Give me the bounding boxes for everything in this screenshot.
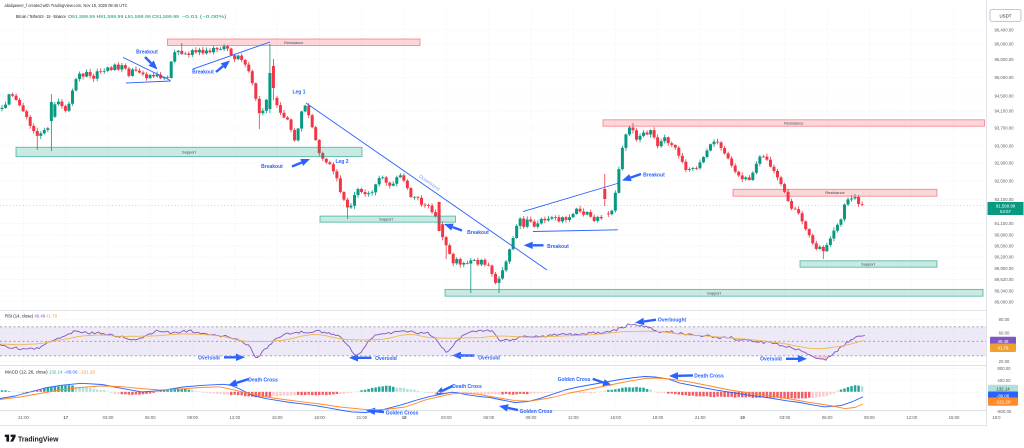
- svg-text:Death Cross: Death Cross: [694, 374, 724, 380]
- svg-text:18:00: 18:00: [314, 415, 325, 420]
- svg-text:19: 19: [740, 415, 745, 420]
- svg-text:91,100.00: 91,100.00: [994, 221, 1014, 226]
- svg-text:alialqaseer_f created with Tra: alialqaseer_f created with TradingView.c…: [5, 3, 128, 8]
- svg-text:90,200.00: 90,200.00: [994, 255, 1014, 260]
- svg-text:12:00: 12:00: [568, 415, 579, 420]
- svg-text:USDT: USDT: [1000, 13, 1012, 18]
- svg-text:Breakout: Breakout: [547, 244, 569, 250]
- svg-text:94,100.00: 94,100.00: [994, 109, 1014, 114]
- svg-text:21:00: 21:00: [695, 415, 706, 420]
- svg-text:15:00: 15:00: [949, 415, 960, 420]
- svg-text:94,500.00: 94,500.00: [994, 94, 1014, 99]
- svg-text:Golden Cross: Golden Cross: [386, 411, 419, 417]
- svg-text:O91,599.99 H91,599.99 L91,599.: O91,599.99 H91,599.99 L91,599.99 C91,599…: [68, 14, 180, 19]
- svg-text:Resistance: Resistance: [825, 190, 844, 195]
- svg-text:06:00: 06:00: [822, 415, 833, 420]
- svg-text:Oversold: Oversold: [198, 356, 220, 362]
- svg-text:92,500.00: 92,500.00: [994, 179, 1014, 184]
- svg-text:95,000.00: 95,000.00: [994, 75, 1014, 80]
- svg-text:91,599.99: 91,599.99: [996, 203, 1016, 208]
- svg-text:49.48: 49.48: [998, 339, 1010, 344]
- svg-text:15:00: 15:00: [272, 415, 283, 420]
- svg-text:TradingView: TradingView: [18, 434, 59, 443]
- svg-text:Golden Cross: Golden Cross: [558, 377, 591, 383]
- svg-text:21:00: 21:00: [18, 415, 29, 420]
- svg-text:Breakout: Breakout: [136, 50, 158, 56]
- svg-text:Death Cross: Death Cross: [452, 384, 482, 390]
- svg-text:17: 17: [63, 415, 68, 420]
- svg-text:Support: Support: [861, 262, 876, 267]
- svg-text:Oversold: Oversold: [375, 356, 397, 362]
- svg-text:90,800.00: 90,800.00: [994, 233, 1014, 238]
- svg-text:12:00: 12:00: [230, 415, 241, 420]
- svg-text:RSI (14, close) 49.48 41.78: RSI (14, close) 49.48 41.78: [5, 314, 58, 319]
- svg-text:Support: Support: [182, 149, 197, 154]
- svg-text:03:00: 03:00: [103, 415, 114, 420]
- svg-text:12:00: 12:00: [906, 415, 917, 420]
- svg-text:132.14: 132.14: [996, 387, 1010, 392]
- svg-text:90,500.00: 90,500.00: [994, 244, 1014, 249]
- svg-text:96,400.00: 96,400.00: [994, 28, 1014, 33]
- svg-text:Golden Cross: Golden Cross: [520, 409, 553, 415]
- svg-text:92,900.00: 92,900.00: [994, 161, 1014, 166]
- svg-text:Leg 2: Leg 2: [335, 159, 348, 165]
- svg-text:80.00: 80.00: [999, 317, 1010, 322]
- svg-text:18: 18: [402, 415, 407, 420]
- svg-text:Resistance: Resistance: [284, 40, 303, 45]
- svg-text:03:00: 03:00: [780, 415, 791, 420]
- svg-text:Breakout: Breakout: [192, 70, 214, 76]
- svg-text:09:00: 09:00: [187, 415, 198, 420]
- svg-text:MACD (12, 26, close) 132.14 −8: MACD (12, 26, close) 132.14 −89.06 −221.…: [5, 370, 96, 375]
- svg-text:96,000.00: 96,000.00: [994, 42, 1014, 47]
- svg-text:89,340.00: 89,340.00: [994, 288, 1014, 293]
- svg-text:Oversold: Oversold: [478, 356, 500, 362]
- svg-text:41.78: 41.78: [998, 346, 1010, 351]
- svg-text:06:00: 06:00: [145, 415, 156, 420]
- svg-text:Breakout: Breakout: [261, 164, 283, 170]
- svg-text:60.00: 60.00: [999, 331, 1010, 336]
- svg-text:Support: Support: [707, 290, 722, 295]
- svg-text:21:00: 21:00: [356, 415, 367, 420]
- svg-text:-221.20: -221.20: [996, 400, 1011, 405]
- svg-text:−0.01 (−0.00%): −0.01 (−0.00%): [182, 14, 228, 19]
- svg-text:93,700.00: 93,700.00: [994, 126, 1014, 131]
- svg-text:Oversold: Oversold: [760, 357, 782, 363]
- svg-text:15:00: 15:00: [610, 415, 621, 420]
- svg-text:Overbought: Overbought: [658, 317, 687, 323]
- svg-text:-800.00: -800.00: [997, 409, 1012, 414]
- svg-text:18:0: 18:0: [992, 415, 1001, 420]
- svg-text:Death Cross: Death Cross: [248, 378, 278, 384]
- svg-text:06:00: 06:00: [483, 415, 494, 420]
- svg-text:Bitcoin / TetherUS - 15 - Bina: Bitcoin / TetherUS - 15 - Binance: [16, 14, 66, 19]
- svg-text:Resistance: Resistance: [784, 121, 803, 126]
- svg-text:93,300.00: 93,300.00: [994, 144, 1014, 149]
- svg-text:03:00: 03:00: [441, 415, 452, 420]
- svg-text:09:00: 09:00: [526, 415, 537, 420]
- svg-text:18:00: 18:00: [653, 415, 664, 420]
- svg-text:-89.06: -89.06: [997, 394, 1010, 399]
- svg-text:800.00: 800.00: [997, 366, 1011, 371]
- svg-text:89,060.00: 89,060.00: [994, 299, 1014, 304]
- svg-text:95,500.00: 95,500.00: [994, 57, 1014, 62]
- svg-text:400.00: 400.00: [997, 378, 1011, 383]
- svg-text:92,100.00: 92,100.00: [994, 197, 1014, 202]
- svg-text:Leg 1: Leg 1: [292, 90, 305, 96]
- svg-text:89,620.00: 89,620.00: [994, 277, 1014, 282]
- svg-text:20.00: 20.00: [999, 359, 1010, 364]
- svg-text:Support: Support: [379, 217, 394, 222]
- svg-text:Breakout: Breakout: [467, 230, 489, 236]
- svg-text:Breakout: Breakout: [643, 173, 665, 179]
- svg-text:09:00: 09:00: [864, 415, 875, 420]
- svg-text:54:57: 54:57: [1000, 209, 1012, 214]
- svg-text:89,900.00: 89,900.00: [994, 266, 1014, 271]
